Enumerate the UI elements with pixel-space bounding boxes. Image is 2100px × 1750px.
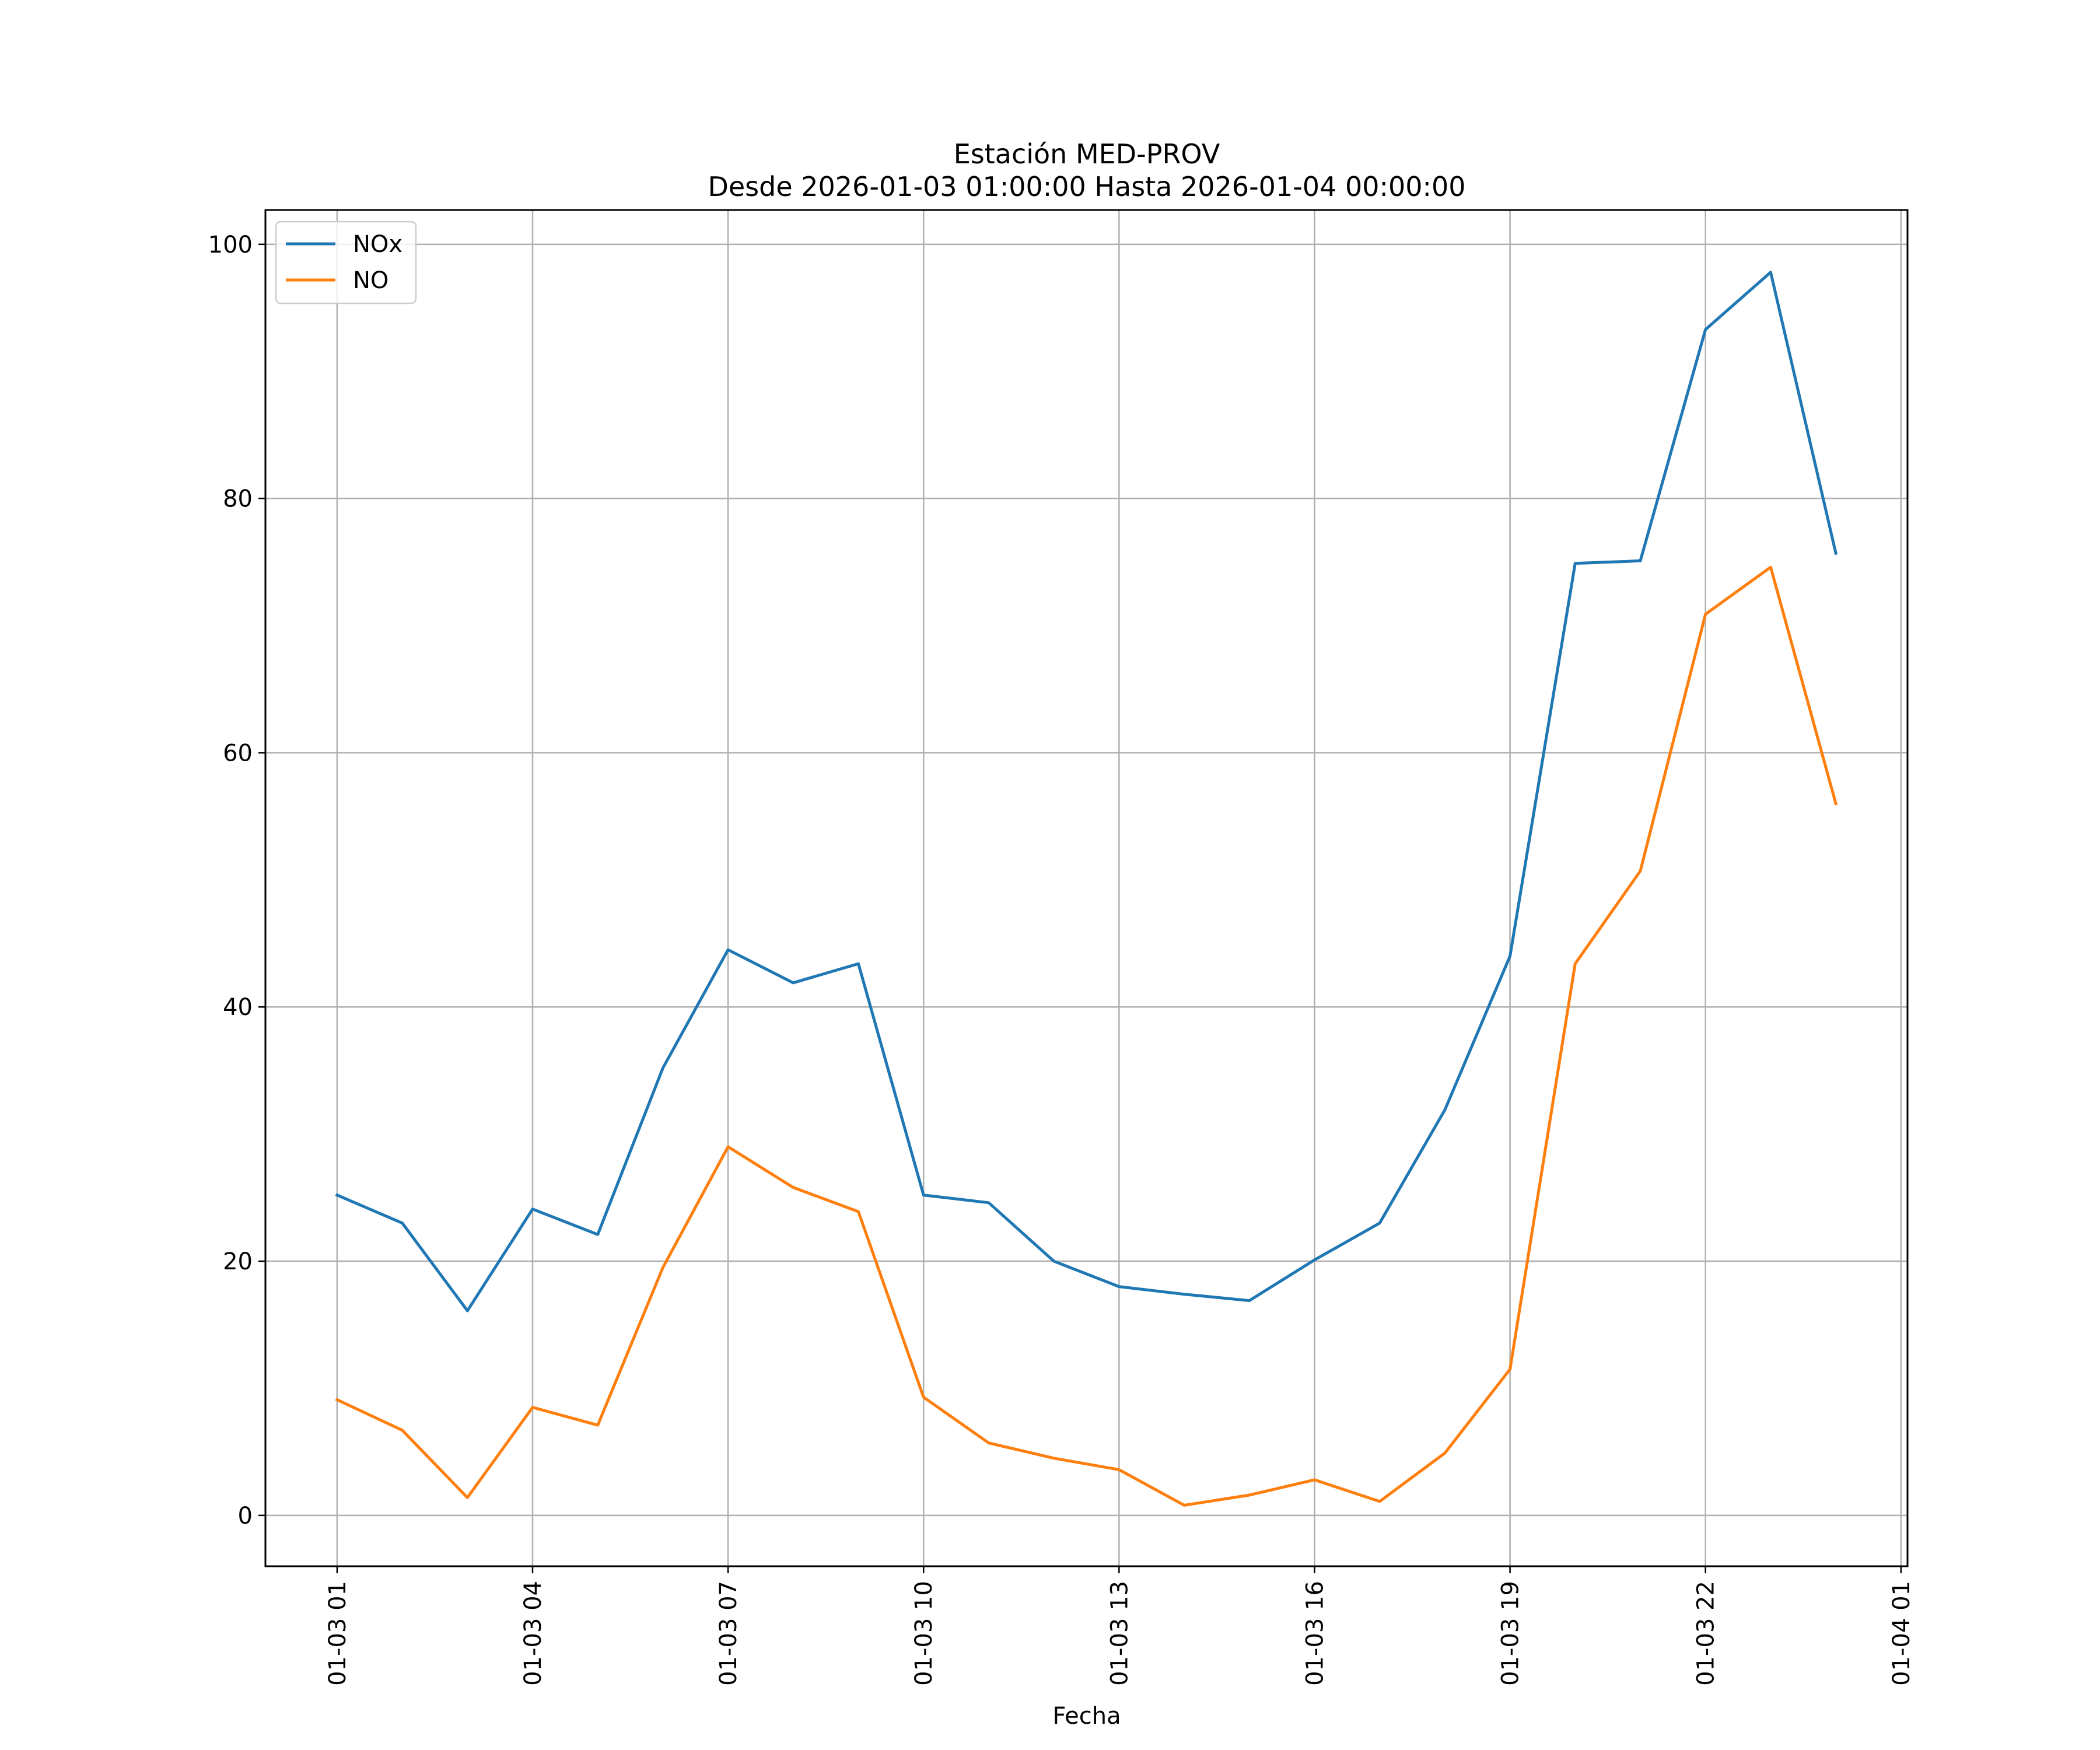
legend-label-no: NO (353, 267, 388, 294)
x-tick-label: 01-03 19 (1497, 1581, 1524, 1686)
y-tick-label: 40 (223, 994, 253, 1021)
plot-frame (264, 209, 1909, 1567)
series-line-nox (335, 271, 1838, 1312)
x-tick-label: 01-04 01 (1888, 1581, 1915, 1686)
x-axis-label: Fecha (1052, 1703, 1121, 1730)
x-tick-label: 01-03 04 (520, 1581, 547, 1686)
grid (265, 210, 1908, 1566)
legend-box (275, 220, 417, 304)
legend-label-nox: NOx (353, 231, 402, 258)
y-tick-label: 80 (223, 486, 253, 513)
x-tick-label: 01-03 01 (324, 1581, 351, 1686)
legend: NOx NO (275, 220, 417, 304)
series-lines (335, 271, 1838, 1507)
y-tick-label: 20 (223, 1248, 253, 1275)
y-tick-label: 0 (238, 1503, 253, 1530)
chart-title: Estación MED-PROV (954, 138, 1220, 170)
chart-subtitle: Desde 2026-01-03 01:00:00 Hasta 2026-01-… (708, 171, 1465, 202)
ticks: 0 20 40 60 80 100 01-03 01 01-03 04 01-03 07 01-0… (208, 232, 1915, 1686)
x-tick-label: 01-03 10 (911, 1581, 937, 1686)
x-tick-label: 01-03 13 (1106, 1581, 1133, 1686)
y-tick-label: 100 (208, 232, 253, 258)
x-tick-label: 01-03 22 (1693, 1581, 1720, 1686)
series-line-no (335, 565, 1838, 1507)
x-tick-label: 01-03 16 (1301, 1581, 1328, 1686)
x-tick-label: 01-03 07 (715, 1581, 742, 1686)
y-tick-label: 60 (223, 740, 253, 766)
